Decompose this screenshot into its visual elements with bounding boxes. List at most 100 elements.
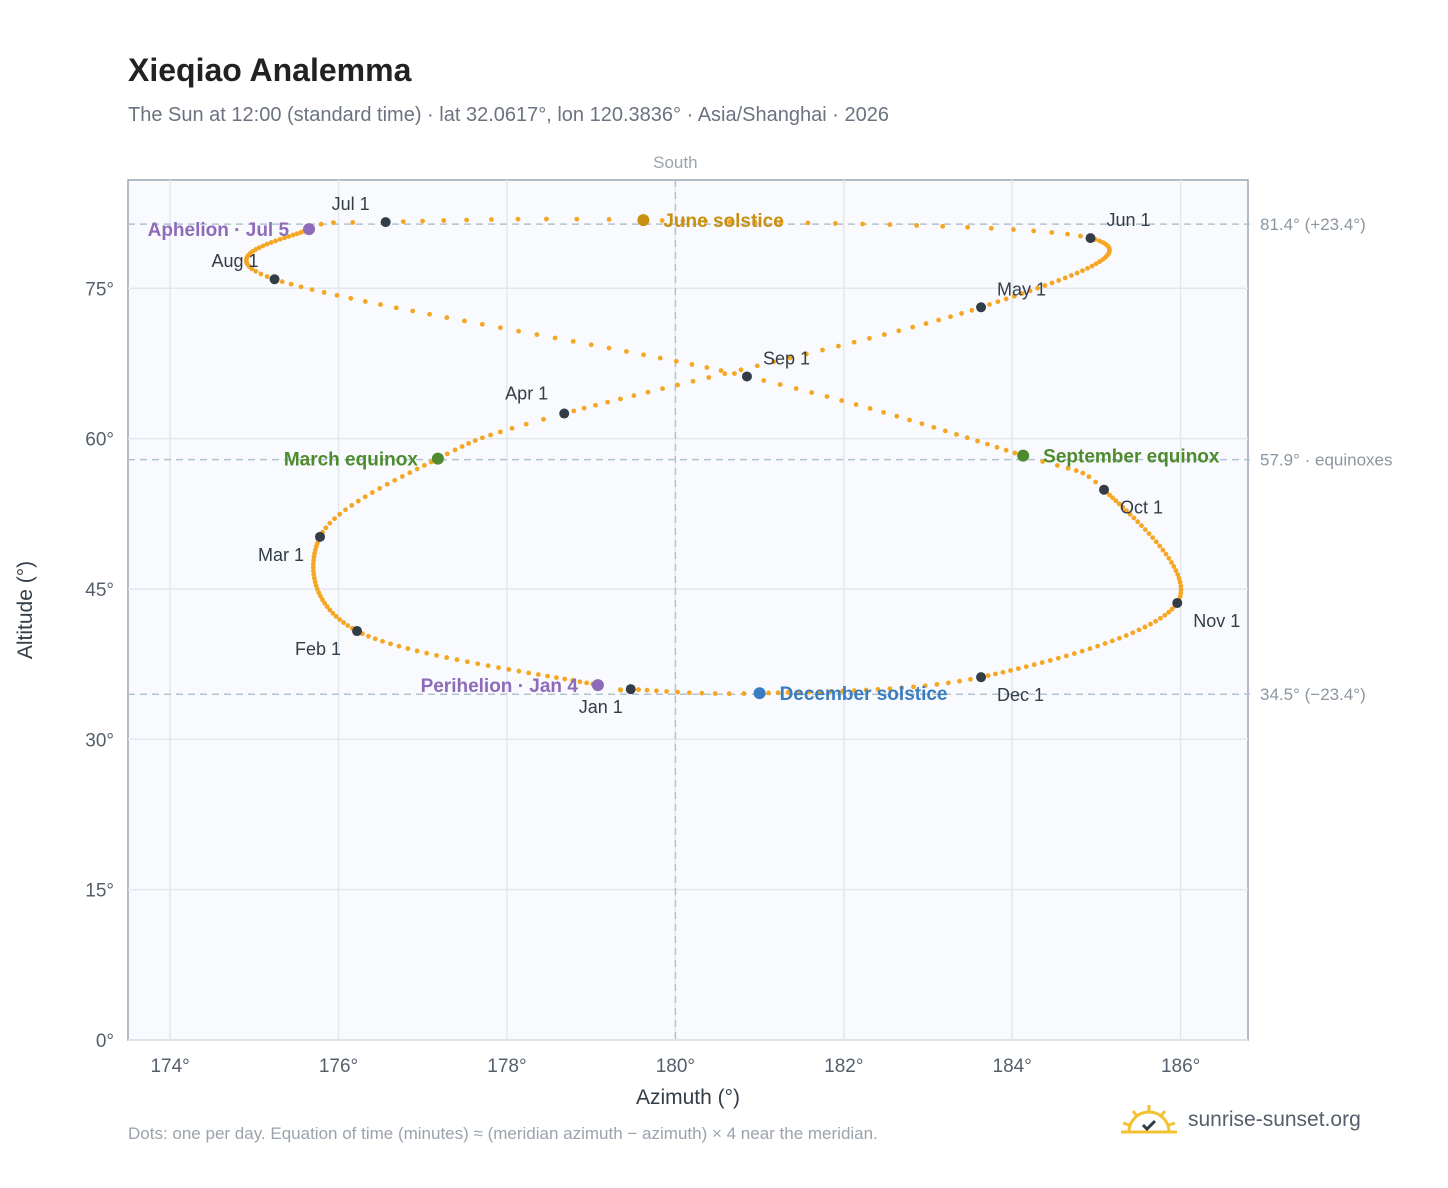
month-marker xyxy=(741,371,752,382)
daily-sun-dot xyxy=(523,421,529,427)
daily-sun-dot xyxy=(863,687,869,693)
daily-sun-dot xyxy=(1042,283,1048,288)
month-label: Sep 1 xyxy=(763,348,810,368)
daily-sun-dot xyxy=(994,444,1000,450)
daily-sun-dot xyxy=(1123,633,1129,638)
daily-sun-dot xyxy=(1153,618,1159,624)
month-marker xyxy=(352,626,363,637)
daily-sun-dot xyxy=(803,351,809,357)
daily-sun-dot xyxy=(1148,621,1153,627)
daily-sun-dot xyxy=(1068,273,1074,278)
daily-sun-dot xyxy=(466,441,472,446)
daily-sun-dot xyxy=(332,516,337,522)
daily-sun-dot xyxy=(1097,238,1103,244)
daily-sun-dot xyxy=(574,216,580,222)
daily-sun-dot xyxy=(362,299,368,304)
y-tick-label: 60° xyxy=(85,430,114,451)
daily-sun-dot xyxy=(1109,638,1115,644)
daily-sun-dot xyxy=(479,435,485,441)
daily-sun-dot xyxy=(337,617,343,622)
daily-sun-dot xyxy=(993,671,998,677)
daily-sun-dot xyxy=(1107,492,1112,498)
daily-sun-dot xyxy=(1163,551,1169,557)
daily-sun-dot xyxy=(516,668,522,674)
daily-sun-dot xyxy=(606,345,612,351)
daily-sun-dot xyxy=(312,579,318,585)
daily-sun-dot xyxy=(1093,479,1098,485)
daily-sun-dot xyxy=(544,216,549,222)
daily-sun-dot xyxy=(1054,463,1060,468)
month-label: May 1 xyxy=(997,279,1046,299)
daily-sun-dot xyxy=(1146,531,1152,537)
daily-sun-dot xyxy=(645,389,651,395)
daily-sun-dot xyxy=(1079,648,1085,654)
daily-sun-dot xyxy=(562,676,568,682)
meridian-label: South xyxy=(653,153,697,172)
daily-sun-dot xyxy=(853,402,859,407)
daily-sun-dot xyxy=(1116,501,1122,507)
daily-sun-dot xyxy=(388,641,393,647)
daily-sun-dot xyxy=(867,335,872,341)
daily-sun-dot xyxy=(817,689,823,695)
daily-sun-dot xyxy=(588,342,594,348)
daily-sun-dot xyxy=(286,234,292,239)
event-label: Perihelion · Jan 4 xyxy=(421,676,579,697)
daily-sun-dot xyxy=(985,673,991,679)
event-marker xyxy=(1017,449,1030,462)
daily-sun-dot xyxy=(1166,609,1172,615)
daily-sun-dot xyxy=(321,290,327,295)
daily-sun-dot xyxy=(689,362,695,367)
x-tick-label: 180° xyxy=(656,1056,695,1077)
daily-sun-dot xyxy=(320,597,325,603)
sun-logo-icon xyxy=(1121,1105,1177,1134)
chart-subtitle: The Sun at 12:00 (standard time) · lat 3… xyxy=(128,104,889,126)
daily-sun-dot xyxy=(606,217,612,222)
x-tick-label: 182° xyxy=(824,1056,863,1077)
event-label: June solstice xyxy=(663,211,783,232)
month-label: Aug 1 xyxy=(211,251,258,271)
daily-sun-dot xyxy=(405,646,411,651)
daily-sun-dot xyxy=(282,235,287,241)
daily-sun-dot xyxy=(322,600,328,606)
daily-sun-dot xyxy=(741,691,747,696)
daily-sun-dot xyxy=(384,481,390,487)
daily-sun-dot xyxy=(1113,498,1119,504)
daily-sun-dot xyxy=(1035,285,1040,291)
daily-sun-dot xyxy=(718,368,724,374)
daily-sun-dot xyxy=(657,355,663,361)
daily-sun-dot xyxy=(454,657,460,663)
daily-sun-dot xyxy=(349,503,355,508)
daily-sun-dot xyxy=(497,429,503,435)
daily-sun-dot xyxy=(327,607,333,613)
daily-sun-dot xyxy=(654,688,659,694)
daily-sun-dot xyxy=(1055,655,1061,661)
daily-sun-dot xyxy=(954,432,959,437)
daily-sun-dot xyxy=(334,292,340,298)
daily-sun-dot xyxy=(867,406,873,411)
brand[interactable]: sunrise-sunset.org xyxy=(1120,1102,1361,1138)
daily-sun-dot xyxy=(1110,495,1115,501)
daily-sun-dot xyxy=(1136,627,1142,633)
x-axis-title: Azimuth (°) xyxy=(636,1086,740,1109)
daily-sun-dot xyxy=(535,672,541,677)
daily-sun-dot xyxy=(1131,515,1137,521)
daily-sun-dot xyxy=(1074,270,1080,276)
daily-sun-dot xyxy=(738,367,744,373)
daily-sun-dot xyxy=(330,610,336,616)
daily-sun-dot xyxy=(690,378,696,384)
daily-sun-dot xyxy=(1135,519,1141,525)
daily-sun-dot xyxy=(264,274,270,279)
daily-sun-dot xyxy=(680,218,686,224)
daily-sun-dot xyxy=(957,678,962,684)
daily-sun-dot xyxy=(427,311,432,317)
daily-sun-dot xyxy=(775,690,781,696)
daily-sun-dot xyxy=(337,511,343,517)
daily-sun-dot xyxy=(1175,572,1181,577)
daily-sun-dot xyxy=(377,486,383,491)
daily-sun-dot xyxy=(444,315,450,320)
daily-sun-dot xyxy=(343,507,348,513)
daily-sun-dot xyxy=(410,308,416,314)
month-marker xyxy=(976,672,987,683)
daily-sun-dot xyxy=(726,691,732,697)
chart-title: Xieqiao Analemma xyxy=(128,52,412,88)
